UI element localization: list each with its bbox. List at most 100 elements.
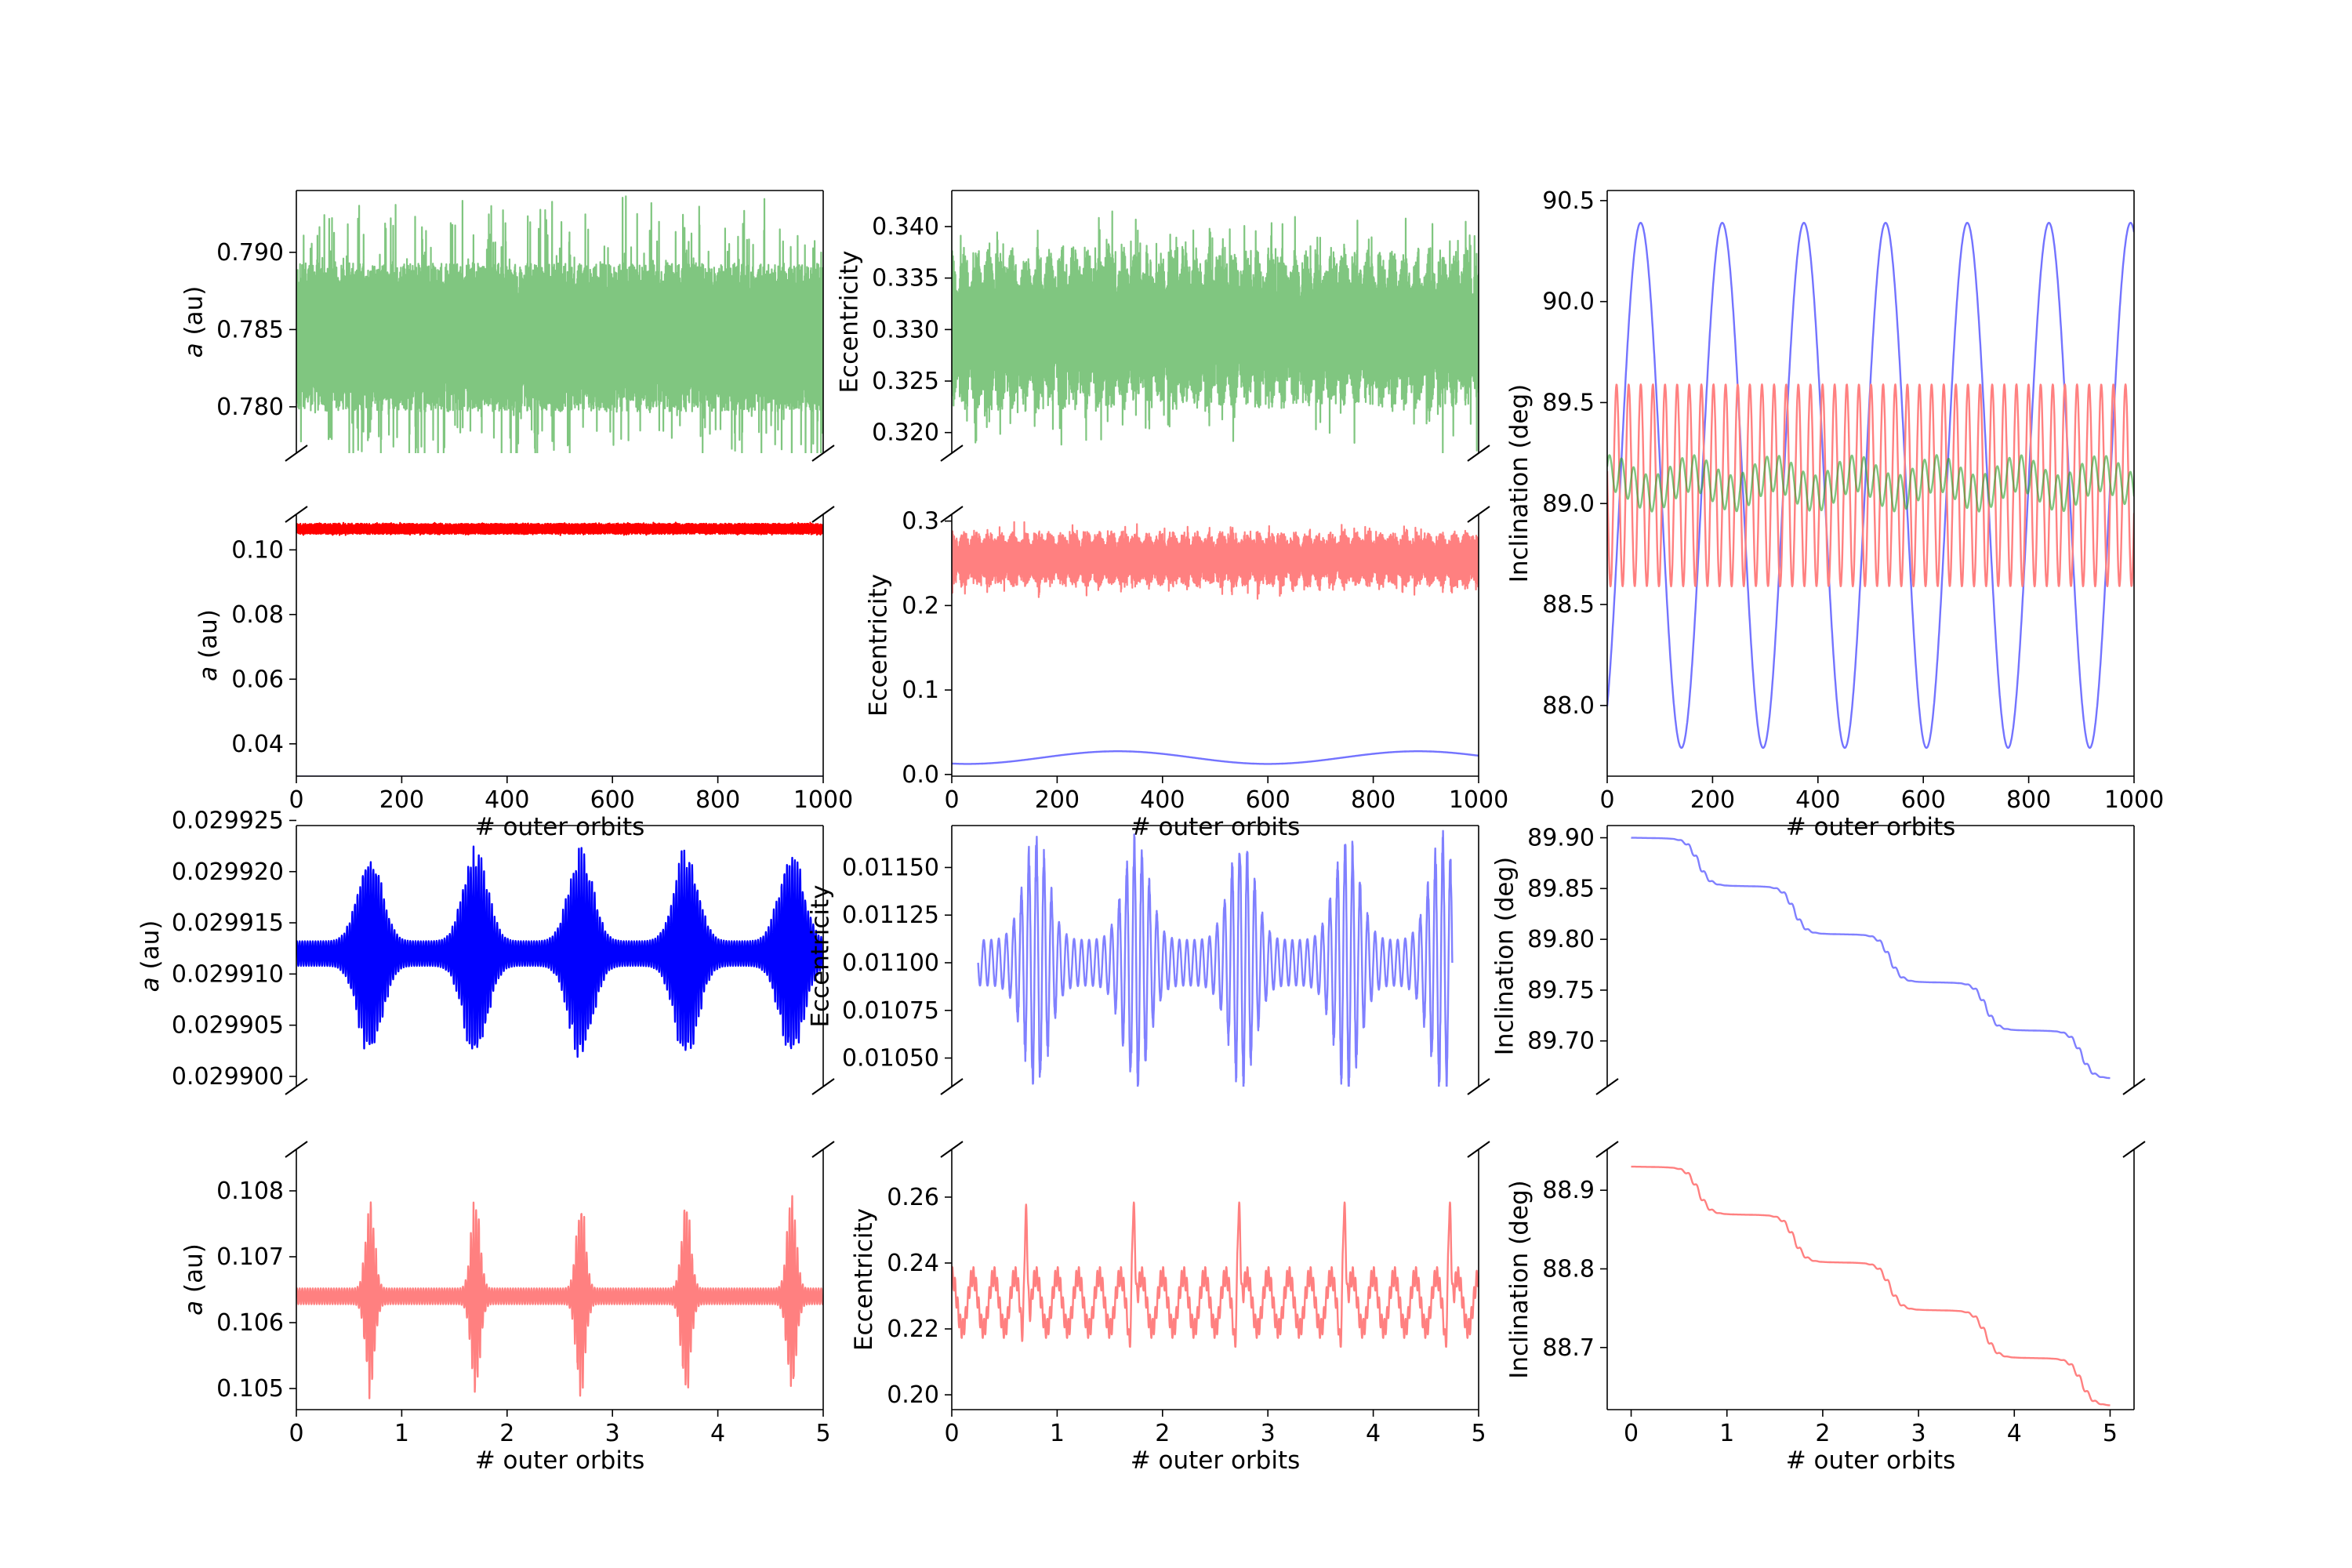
ytick-label: 0.1 [902, 677, 939, 704]
xtick-label: 1000 [2104, 786, 2164, 814]
panel-inc-zoom-blue: 89.70 89.75 89.80 89.85 89.90 Inclination (de… [1491, 825, 2146, 1095]
ytick-label: 0.04 [231, 731, 284, 758]
x-axis-label: # outer orbits [1786, 1446, 1956, 1475]
ytick-label: 0.108 [216, 1178, 284, 1205]
y-axis-label: Eccentricity [865, 574, 893, 717]
xtick-label: 1000 [1449, 786, 1508, 814]
series-line-e-zoom-red-0 [952, 1201, 1479, 1348]
xtick-label: 400 [1795, 786, 1840, 814]
xtick-label: 3 [605, 1420, 620, 1447]
xtick-label: 600 [590, 786, 635, 814]
series-line-inc-zoom-blue-0 [1631, 837, 2111, 1080]
xtick-label: 4 [1366, 1420, 1381, 1447]
series-line-inc-big-0 [1607, 222, 2134, 750]
y-axis-label: Eccentricity [807, 884, 835, 1027]
ytick-label: 0.26 [887, 1184, 939, 1211]
ytick-label: 89.5 [1542, 389, 1595, 416]
ytick-label: 0.107 [216, 1243, 284, 1271]
y-axis-label: a (au) [180, 1243, 209, 1316]
xtick-label: 1 [1719, 1420, 1734, 1447]
xtick-label: 800 [2006, 786, 2051, 814]
series-line-a-zoom-blue-0 [296, 845, 823, 1058]
ytick-label: 88.0 [1542, 692, 1595, 720]
x-axis-label: # outer orbits [475, 1446, 645, 1475]
xtick-label: 0 [1599, 786, 1614, 814]
y-axis-label: Eccentricity [850, 1208, 878, 1351]
xtick-label: 1 [1050, 1420, 1065, 1447]
series-line-a-top-0 [296, 195, 823, 453]
xtick-label: 2 [1815, 1420, 1830, 1447]
xtick-label: 400 [1140, 786, 1185, 814]
xtick-label: 2 [1155, 1420, 1170, 1447]
xtick-label: 400 [485, 786, 529, 814]
ytick-label: 0.320 [872, 419, 939, 447]
ytick-label: 0.029910 [172, 960, 284, 988]
xtick-label: 3 [1911, 1420, 1926, 1447]
ytick-label: 0.780 [216, 394, 284, 421]
panel-e-zoom-blue: 0.01050 0.01075 0.01100 0.01125 0.01150 Eccen… [807, 825, 1490, 1095]
ytick-label: 88.7 [1542, 1334, 1595, 1362]
panel-e-mid: 0.0 0.1 0.2 0.3 0 200 400 600 800 1000 # outer orb… [865, 506, 1508, 841]
panel-inc-zoom-red: 88.7 88.8 88.9 0 1 2 3 4 5 # outer orbits Inclinat… [1505, 1141, 2146, 1475]
series-line-inc-big-2 [1607, 454, 2134, 513]
xtick-label: 0 [944, 786, 959, 814]
ytick-label: 0.330 [872, 316, 939, 343]
ytick-label: 0.335 [872, 265, 939, 292]
xtick-label: 200 [379, 786, 424, 814]
xtick-label: 2 [499, 1420, 514, 1447]
axis-break-mark [811, 445, 835, 462]
xtick-label: 1000 [793, 786, 853, 814]
xtick-label: 0 [289, 1420, 303, 1447]
ytick-label: 89.90 [1527, 825, 1595, 852]
ytick-label: 0.2 [902, 592, 939, 619]
xtick-label: 4 [710, 1420, 725, 1447]
ytick-label: 0.06 [231, 666, 284, 693]
xtick-label: 0 [944, 1420, 959, 1447]
axis-break-mark [1467, 506, 1490, 523]
xtick-label: 5 [1471, 1420, 1486, 1447]
panel-a-zoom-blue: 0.029900 0.029905 0.029910 0.029915 0.029920… [136, 807, 835, 1095]
xtick-label: 3 [1261, 1420, 1276, 1447]
ytick-label: 0.10 [231, 536, 284, 564]
series-line-inc-zoom-red-0 [1631, 1165, 2111, 1406]
ytick-label: 0.029920 [172, 858, 284, 886]
panel-a-mid: 0.04 0.06 0.08 0.10 0 200 400 600 800 1000 # outer… [194, 506, 853, 841]
ytick-label: 0.785 [216, 316, 284, 343]
series-line-e-mid-1 [952, 750, 1479, 765]
series-line-e-top-0 [952, 210, 1479, 453]
axis-break-mark [2122, 1078, 2146, 1095]
ytick-label: 89.75 [1527, 977, 1595, 1004]
axis-break-mark [285, 506, 308, 523]
axis-break-mark [285, 1141, 308, 1158]
axis-break-mark [1595, 1141, 1619, 1158]
ytick-label: 0.3 [902, 508, 939, 535]
axis-break-mark [1595, 1078, 1619, 1095]
panel-inc-big: 88.0 88.5 89.0 89.5 90.0 90.5 0 200 400 600 800 100… [1505, 187, 2164, 841]
xtick-label: 600 [1246, 786, 1290, 814]
axis-break-mark [1467, 1141, 1490, 1158]
axis-break-mark [811, 506, 835, 523]
ytick-label: 0.01075 [842, 997, 939, 1025]
ytick-label: 0.0 [902, 761, 939, 789]
ytick-label: 0.029905 [172, 1012, 284, 1040]
ytick-label: 0.08 [231, 601, 284, 629]
ytick-label: 0.01125 [842, 902, 939, 929]
ytick-label: 0.029925 [172, 807, 284, 834]
xtick-label: 200 [1690, 786, 1735, 814]
x-axis-label: # outer orbits [1131, 1446, 1301, 1475]
ytick-label: 0.01050 [842, 1045, 939, 1073]
ytick-label: 88.8 [1542, 1255, 1595, 1283]
series-line-inc-big-1 [1607, 383, 2134, 588]
axis-break-mark [1467, 1078, 1490, 1095]
panel-e-top: 0.320 0.325 0.330 0.335 0.340 Eccentricity [836, 190, 1490, 462]
x-axis-label: # outer orbits [475, 813, 645, 841]
xtick-label: 0 [1624, 1420, 1639, 1447]
axis-break-mark [940, 445, 964, 462]
ytick-label: 90.0 [1542, 289, 1595, 316]
ytick-label: 0.105 [216, 1375, 284, 1403]
ytick-label: 0.106 [216, 1309, 284, 1337]
ytick-label: 0.24 [887, 1250, 939, 1277]
y-axis-label: Inclination (deg) [1491, 857, 1519, 1056]
